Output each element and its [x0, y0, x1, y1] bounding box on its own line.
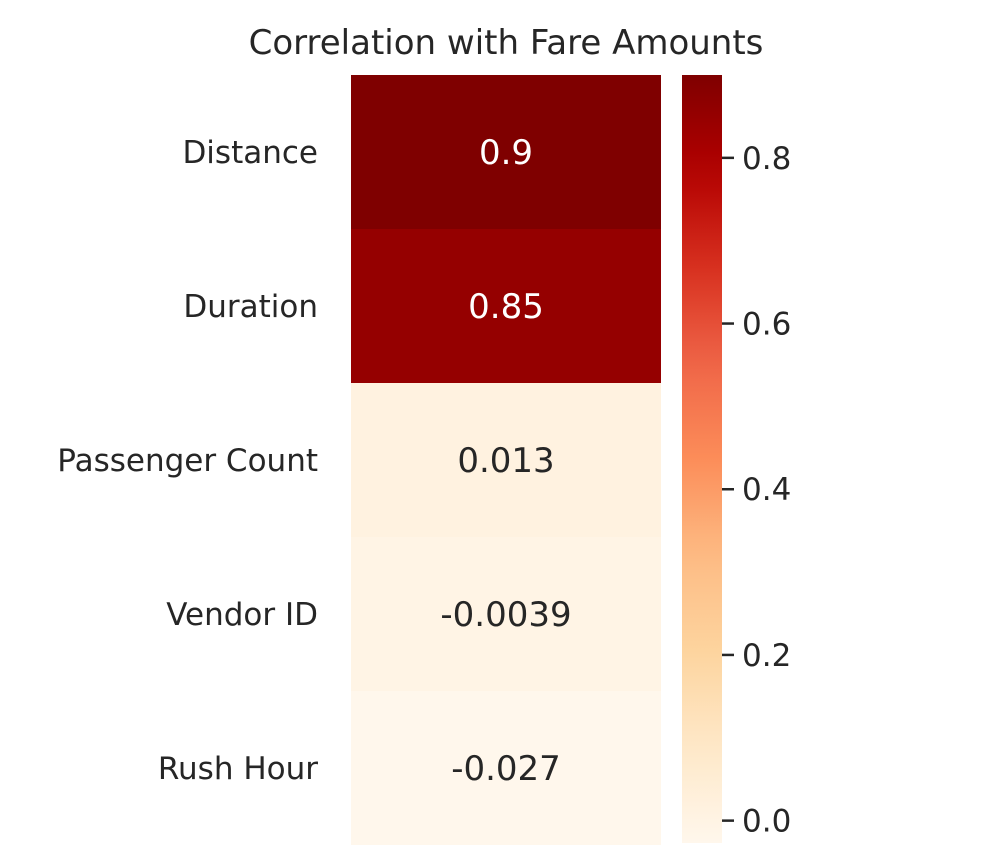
colorbar-tick-label: 0.2: [742, 638, 791, 674]
cell-value-label: -0.027: [451, 749, 561, 789]
colorbar-tick-label: 0.6: [742, 307, 791, 343]
heatmap-cells: 0.9 0.85 0.013 -0.0039 -0.027: [351, 75, 661, 845]
row-label: Duration: [183, 289, 318, 325]
heatmap-cell-3: [351, 383, 661, 537]
row-label: Distance: [182, 135, 318, 171]
colorbar-tick-label: 0.0: [742, 804, 791, 840]
chart-title: Correlation with Fare Amounts: [249, 23, 764, 63]
cell-value-label: 0.85: [468, 287, 544, 327]
row-label: Vendor ID: [166, 597, 318, 633]
heatmap-cell-5: [351, 691, 661, 845]
row-label: Passenger Count: [57, 443, 318, 479]
cell-value-label: -0.0039: [440, 595, 571, 635]
heatmap-cell-1: [351, 75, 661, 229]
row-label: Rush Hour: [158, 751, 318, 787]
cell-value-label: 0.9: [479, 133, 533, 173]
colorbar: 0.0 0.2 0.4 0.6 0.8: [682, 75, 791, 843]
colorbar-gradient: [682, 75, 722, 843]
colorbar-tick-label: 0.8: [742, 141, 791, 177]
cell-value-label: 0.013: [457, 441, 554, 481]
row-labels: Distance Duration Passenger Count Vendor ID…: [57, 135, 318, 787]
colorbar-tick-label: 0.4: [742, 472, 791, 508]
heatmap-cell-4: [351, 537, 661, 691]
heatmap-cell-2: [351, 229, 661, 383]
